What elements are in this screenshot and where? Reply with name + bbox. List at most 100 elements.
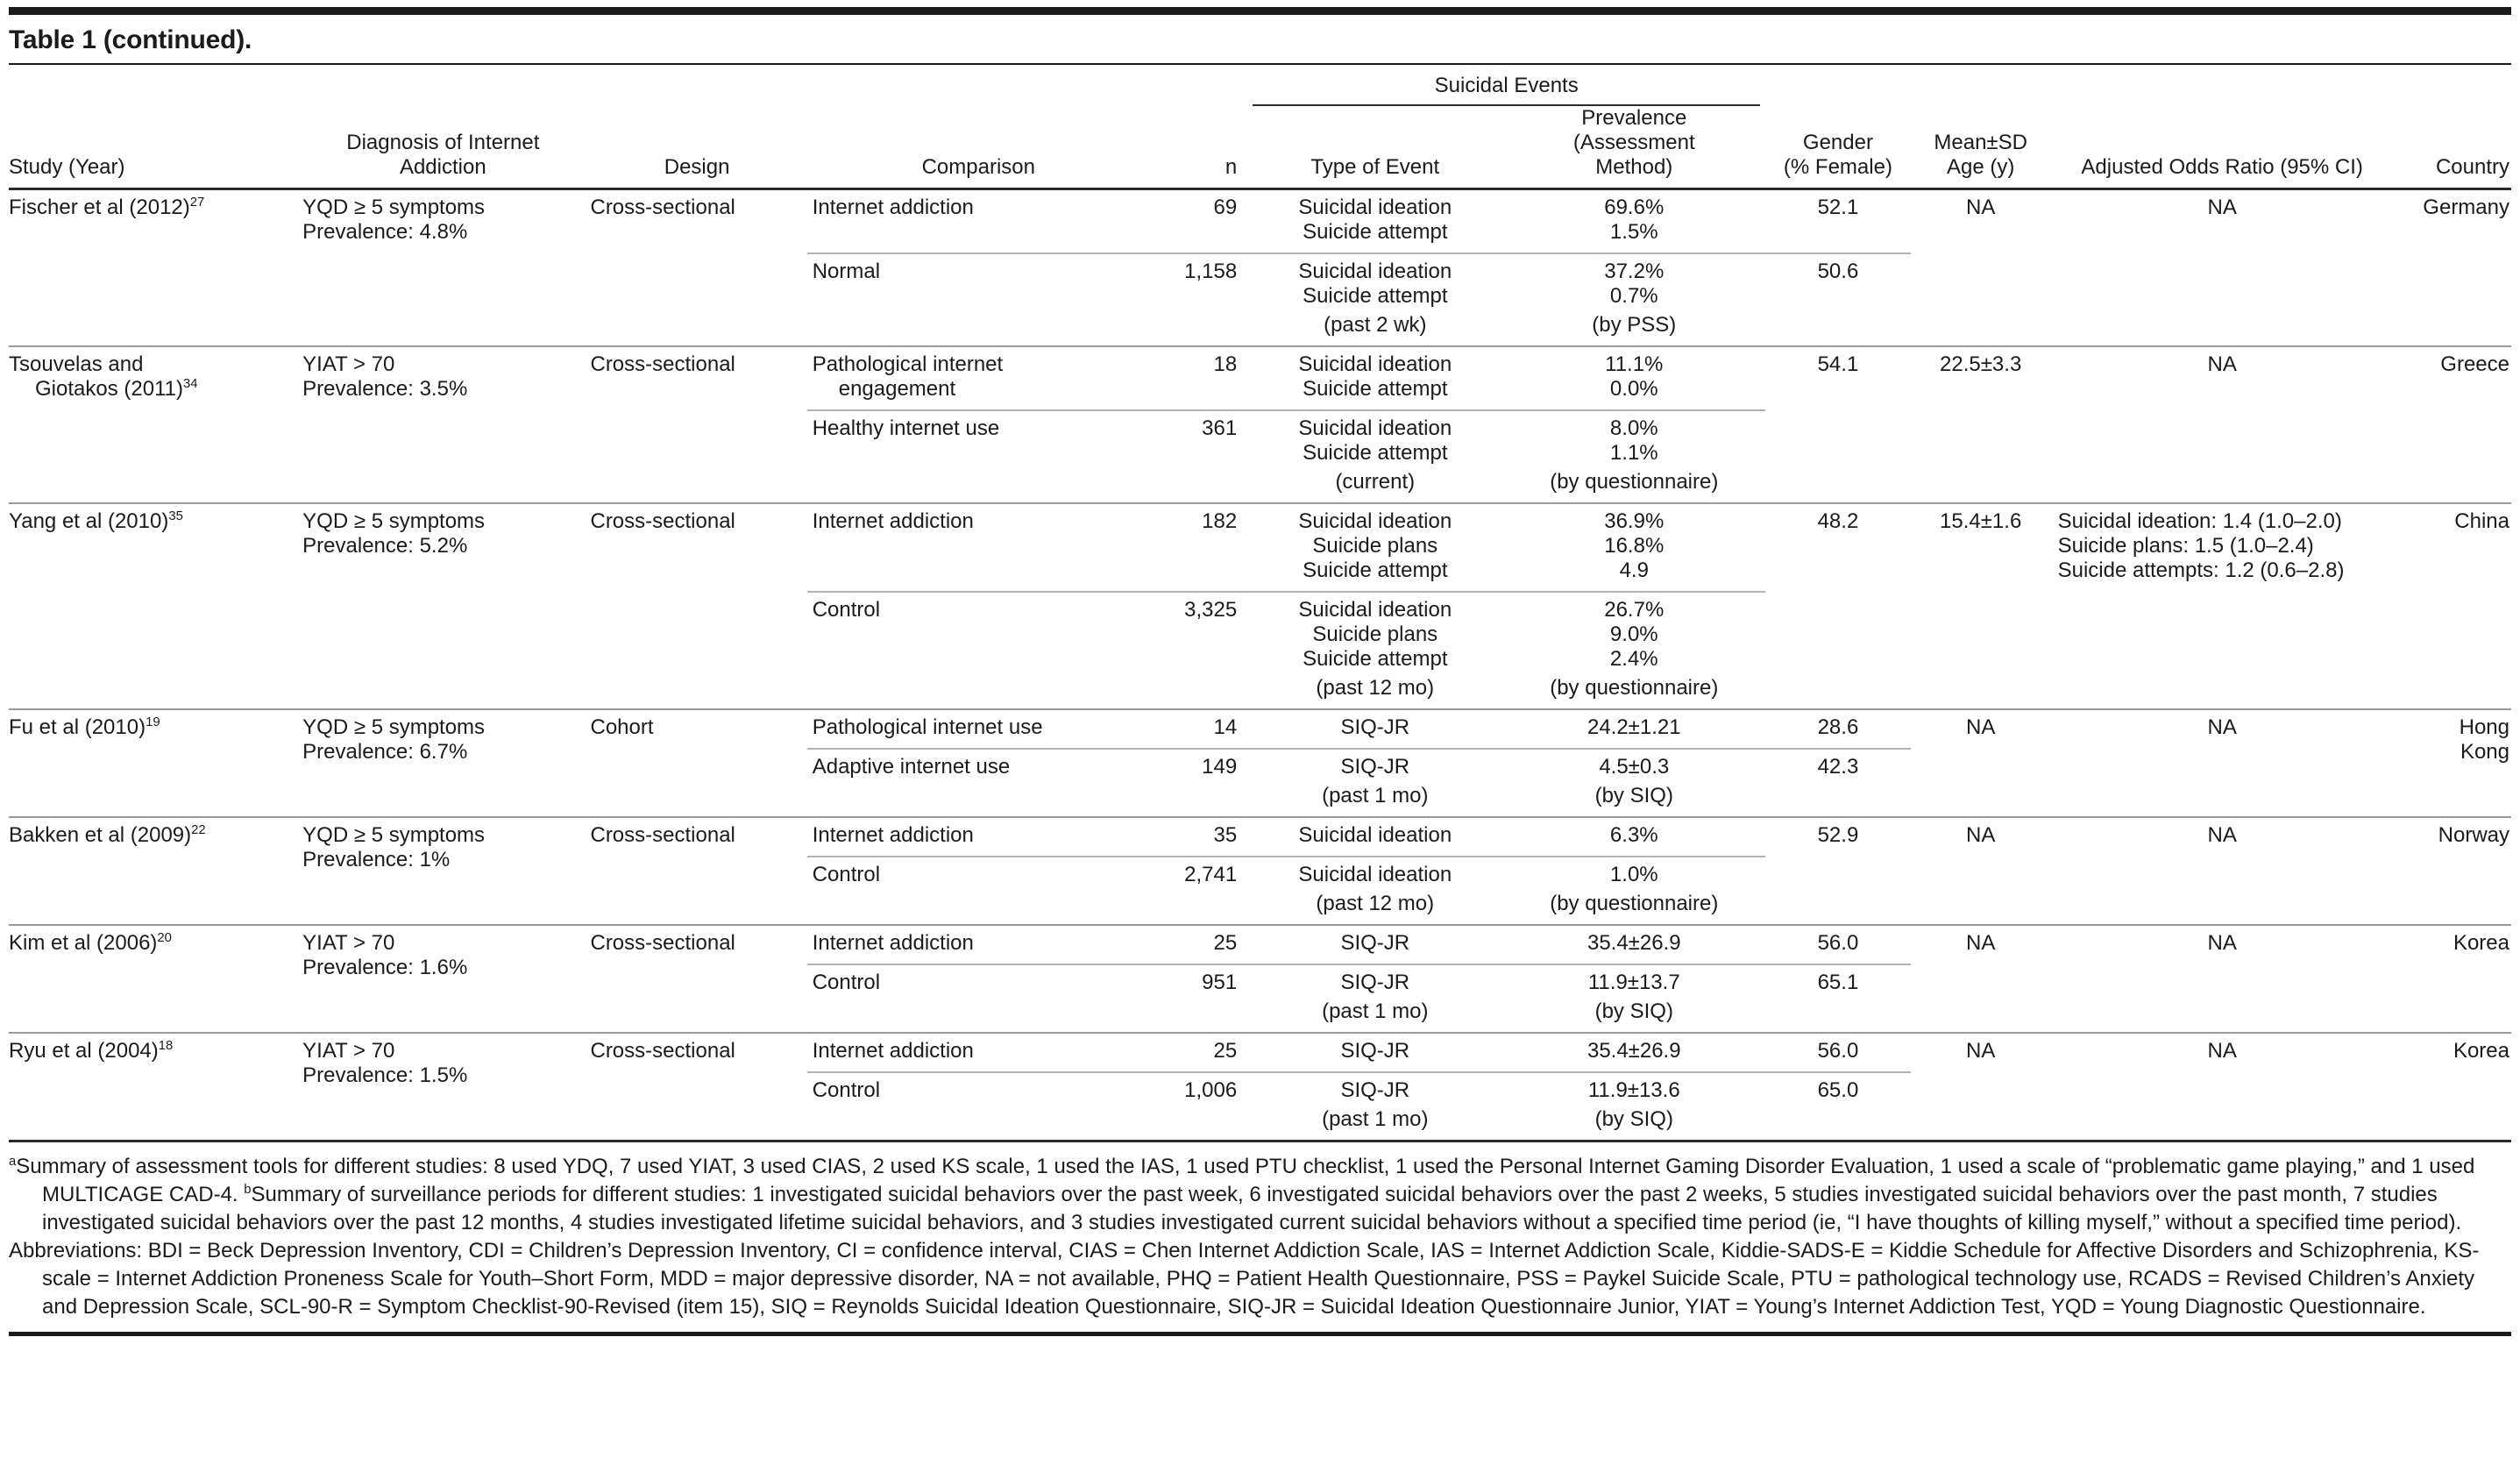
span-header-row: Suicidal Events: [9, 65, 2511, 106]
cell-adjusted-odds-ratio: NA: [2207, 352, 2237, 376]
cell-comparison: Pathological internet use: [812, 715, 1043, 739]
cell-country: Germany: [2423, 196, 2509, 219]
cell-n: 1,006: [1149, 1071, 1248, 1142]
cell-study: Bakken et al (2009)22: [9, 823, 206, 847]
cell-study: Yang et al (2010)35: [9, 509, 183, 533]
cell-n: 3,325: [1149, 591, 1248, 709]
cell-prevalence: 35.4±26.9: [1587, 1039, 1681, 1063]
cell-type-of-event: SIQ-JR: [1340, 715, 1410, 739]
cell-diagnosis: YQD ≥ 5 symptoms Prevalence: 4.8%: [302, 196, 486, 244]
cell-type-of-event: Suicidal ideation Suicide plans Suicide at…: [1247, 591, 1503, 709]
cell-age: NA: [1966, 823, 1996, 847]
cell-design: Cohort: [590, 715, 654, 739]
cell-n: 2,741: [1149, 856, 1248, 925]
cell-adjusted-odds-ratio: NA: [2207, 715, 2237, 739]
cell-type-of-event: SIQ-JR (past 1 mo): [1247, 964, 1503, 1033]
footnote-assessment-surveillance: aSummary of assessment tools for differe…: [9, 1155, 2475, 1234]
cell-comparison: Internet addiction: [812, 509, 974, 533]
cell-gender: 28.6: [1817, 715, 1859, 739]
reference-superscript: 22: [191, 823, 206, 837]
cell-age: NA: [1966, 715, 1996, 739]
cell-gender: 48.2: [1817, 509, 1859, 533]
table-row: Ryu et al (2004)18 YIAT > 70 Prevalence: 1…: [9, 1033, 2511, 1087]
cell-diagnosis: YQD ≥ 5 symptoms Prevalence: 1%: [302, 823, 486, 871]
cell-gender: 52.9: [1817, 823, 1859, 847]
col-header-type-of-event: Type of Event: [1310, 155, 1440, 179]
col-header-comparison: Comparison: [921, 155, 1035, 179]
abbreviations-note: Abbreviations: BDI = Beck Depression Inv…: [9, 1239, 2480, 1319]
column-header-row: Study (Year) Diagnosis of Internet Addict…: [9, 106, 2511, 189]
cell-prevalence: 4.5±0.3 (by SIQ): [1502, 748, 1766, 817]
cell-country: Korea: [2453, 1039, 2509, 1063]
study-group: Tsouvelas and Giotakos (2011)34 YIAT > 70 P…: [9, 346, 2511, 503]
cell-n: 361: [1149, 409, 1248, 503]
cell-gender: 50.6: [1765, 252, 1911, 346]
cell-design: Cross-sectional: [590, 1039, 735, 1063]
reference-superscript: 20: [157, 931, 172, 945]
table-row: Yang et al (2010)35 YQD ≥ 5 symptoms Preva…: [9, 503, 2511, 592]
reference-superscript: 34: [182, 377, 198, 391]
cell-country: Korea: [2453, 931, 2509, 955]
table-header: Suicidal Events Study (Year) Diagnosis o…: [9, 65, 2511, 189]
cell-comparison: Control: [806, 856, 1150, 925]
study-group: Kim et al (2006)20 YIAT > 70 Prevalence: 1…: [9, 925, 2511, 1033]
table-row: Control 951 SIQ-JR (past 1 mo) 11.9±13.7 (by …: [9, 964, 2511, 1033]
cell-n: 18: [1213, 352, 1238, 376]
cell-prevalence: 11.9±13.6 (by SIQ): [1502, 1071, 1766, 1142]
cell-type-of-event: Suicidal ideation Suicide attempt (current…: [1247, 409, 1503, 503]
cell-type-of-event: Suicidal ideation (past 12 mo): [1247, 856, 1503, 925]
cell-design: Cross-sectional: [590, 823, 735, 847]
col-header-design: Design: [664, 155, 730, 179]
table-row: Adaptive internet use 149 SIQ-JR (past 1 mo…: [9, 748, 2511, 817]
cell-adjusted-odds-ratio: NA: [2207, 931, 2237, 955]
cell-study: Fischer et al (2012)27: [9, 196, 205, 219]
cell-diagnosis: YQD ≥ 5 symptoms Prevalence: 6.7%: [302, 715, 486, 764]
cell-country: Norway: [2438, 823, 2509, 847]
cell-adjusted-odds-ratio: NA: [2207, 196, 2237, 219]
cell-prevalence: 11.1% 0.0%: [1605, 352, 1664, 401]
cell-gender: 42.3: [1765, 748, 1911, 817]
table-row: Fu et al (2010)19 YQD ≥ 5 symptoms Prevale…: [9, 709, 2511, 764]
cell-prevalence: 8.0% 1.1% (by questionnaire): [1502, 409, 1766, 503]
cell-design: Cross-sectional: [590, 509, 735, 533]
reference-superscript: 35: [168, 509, 183, 523]
cell-type-of-event: SIQ-JR (past 1 mo): [1247, 1071, 1503, 1142]
cell-age: 22.5±3.3: [1940, 352, 2022, 376]
study-group: Bakken et al (2009)22 YQD ≥ 5 symptoms Pre…: [9, 817, 2511, 925]
cell-comparison: Internet addiction: [812, 931, 974, 955]
cell-country: China: [2454, 509, 2509, 533]
footnote-marker: a: [9, 1155, 17, 1169]
cell-n: 182: [1202, 509, 1238, 533]
cell-comparison: Internet addiction: [812, 823, 974, 847]
cell-n: 1,158: [1149, 252, 1248, 346]
cell-comparison: Control: [806, 591, 1150, 709]
study-table: Suicidal Events Study (Year) Diagnosis o…: [9, 65, 2511, 1142]
footnotes: aSummary of assessment tools for differe…: [9, 1153, 2511, 1321]
cell-n: 25: [1213, 931, 1238, 955]
cell-study: Ryu et al (2004)18: [9, 1039, 174, 1063]
cell-prevalence: 1.0% (by questionnaire): [1502, 856, 1766, 925]
cell-comparison: Healthy internet use: [806, 409, 1150, 503]
cell-n: 35: [1213, 823, 1238, 847]
cell-prevalence: 69.6% 1.5%: [1604, 196, 1665, 244]
table-row: Control 3,325 Suicidal ideation Suicide pla…: [9, 591, 2511, 709]
cell-prevalence: 35.4±26.9: [1587, 931, 1681, 955]
cell-country: Hong Kong: [2459, 715, 2509, 764]
cell-study: Fu et al (2010)19: [9, 715, 160, 739]
cell-age: NA: [1966, 1039, 1996, 1063]
cell-type-of-event: Suicidal ideation Suicide attempt: [1298, 196, 1452, 244]
table-row: Fischer et al (2012)27 YQD ≥ 5 symptoms Pr…: [9, 189, 2511, 254]
table-row: Tsouvelas and Giotakos (2011)34 YIAT > 70 P…: [9, 346, 2511, 410]
cell-gender: 56.0: [1817, 931, 1859, 955]
cell-design: Cross-sectional: [590, 931, 735, 955]
study-group: Yang et al (2010)35 YQD ≥ 5 symptoms Preva…: [9, 503, 2511, 709]
suicidal-events-label: Suicidal Events: [1253, 74, 1761, 106]
col-header-country: Country: [2435, 155, 2509, 179]
cell-gender: 65.0: [1765, 1071, 1911, 1142]
table-row: Control 2,741 Suicidal ideation (past 12 mo…: [9, 856, 2511, 925]
cell-prevalence: 26.7% 9.0% 2.4% (by questionnaire): [1502, 591, 1766, 709]
span-header-spacer: [1765, 65, 2511, 106]
col-header-adjusted-odds-ratio: Adjusted Odds Ratio (95% CI): [2081, 155, 2363, 179]
cell-comparison: Internet addiction: [812, 1039, 974, 1063]
cell-design: Cross-sectional: [590, 352, 735, 376]
